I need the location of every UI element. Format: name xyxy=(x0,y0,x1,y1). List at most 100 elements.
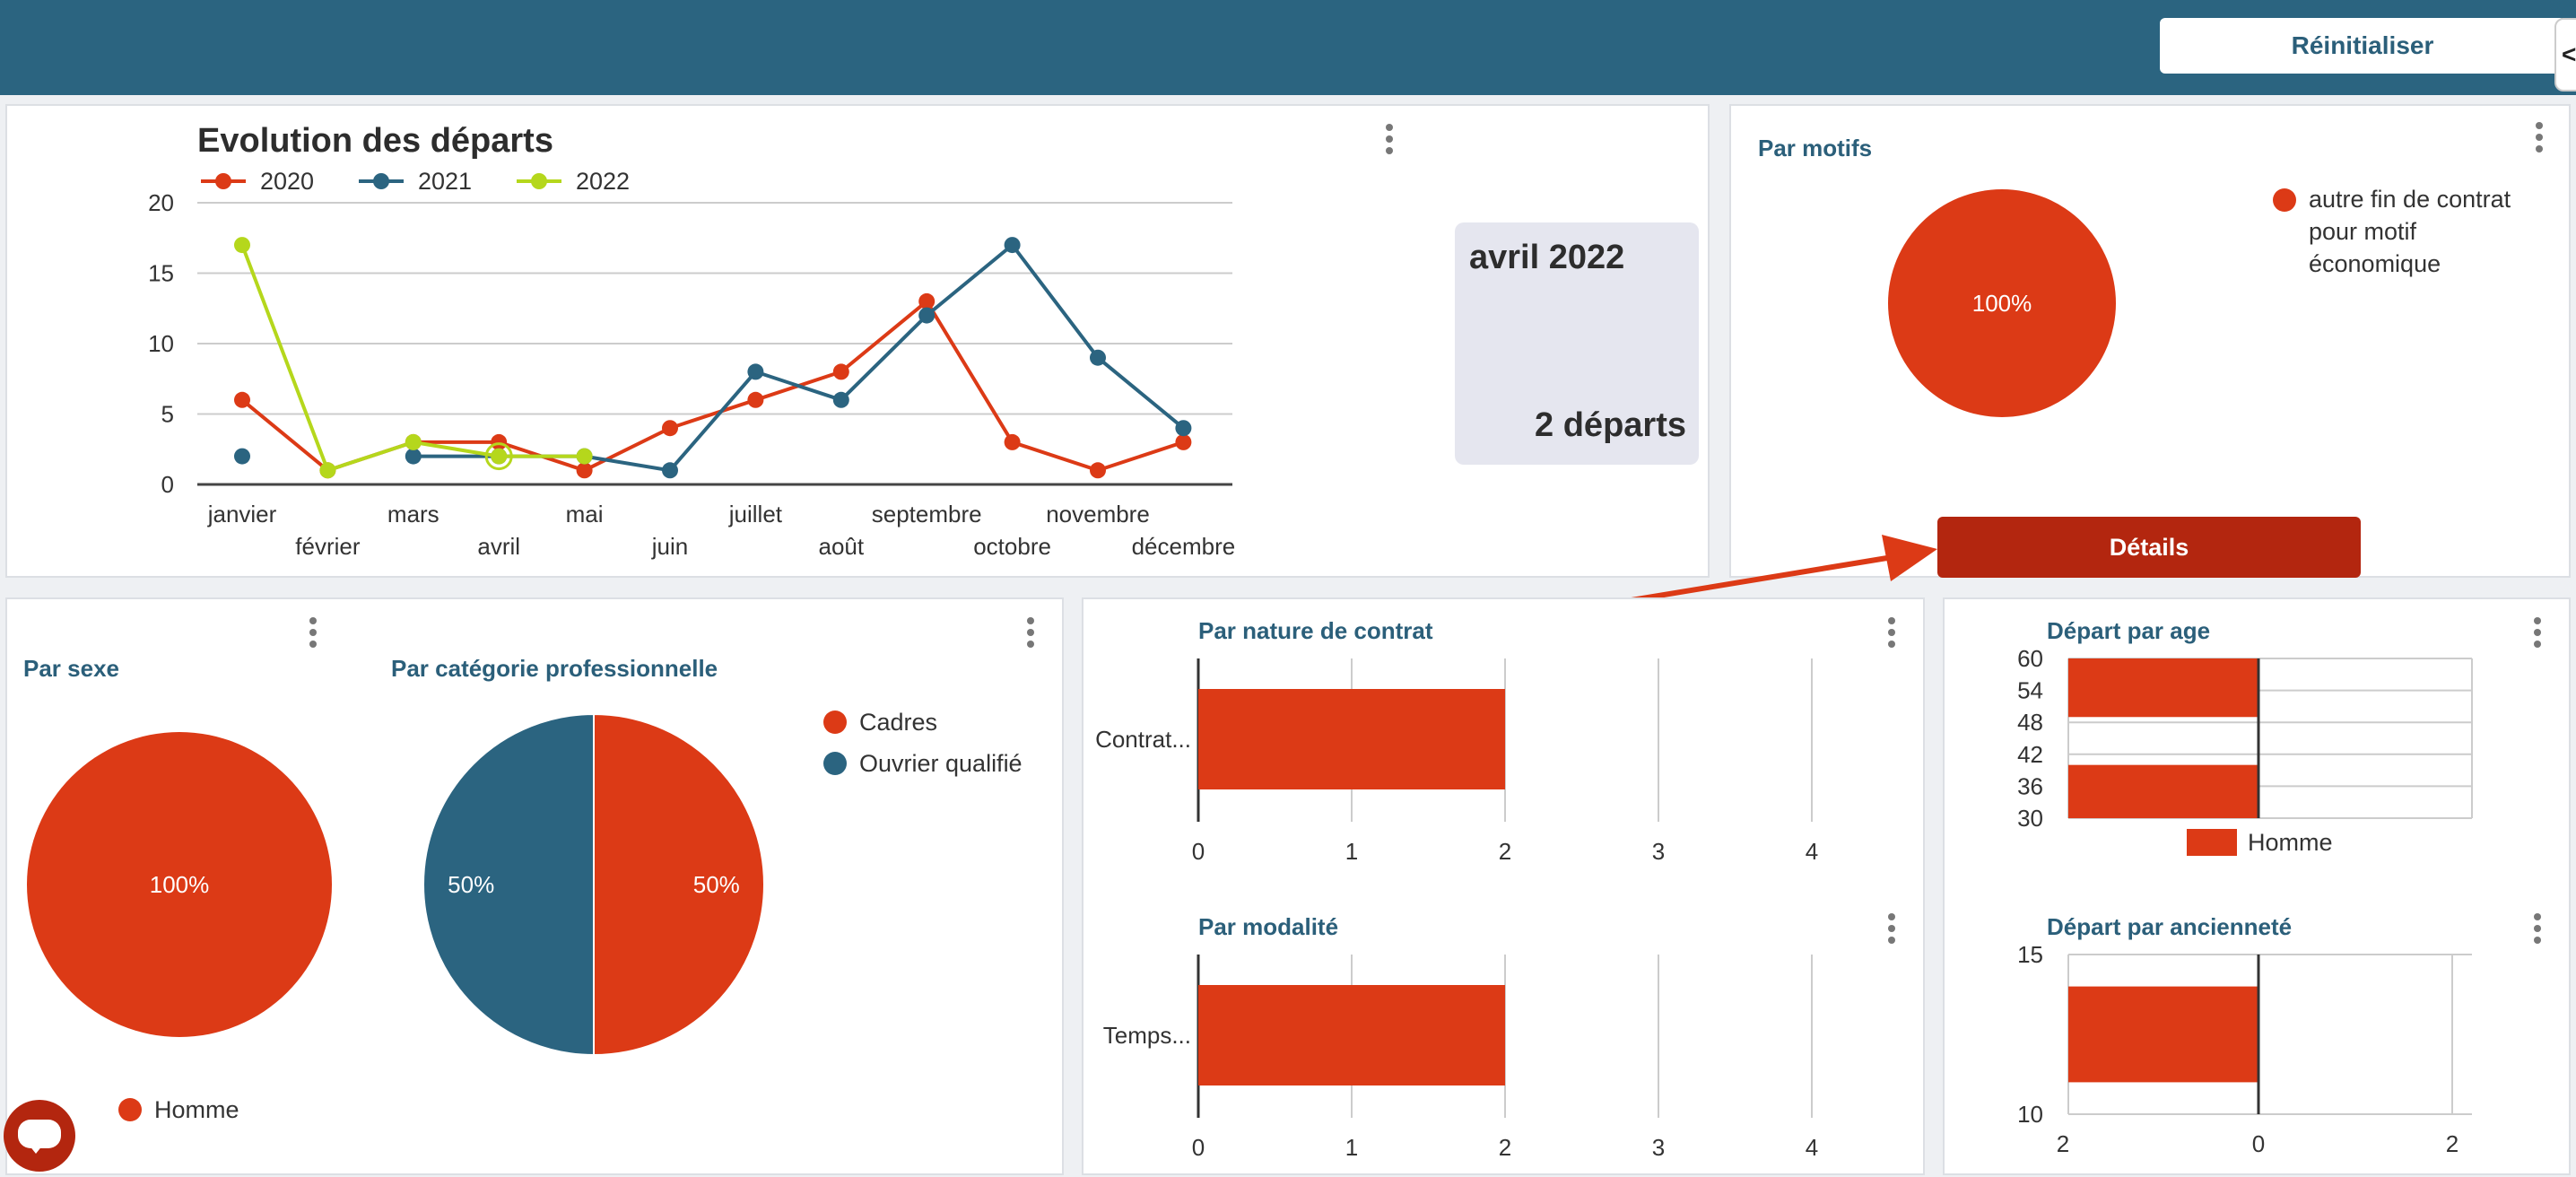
categorie-pie-slice-label: 50% xyxy=(448,871,494,898)
categorie-legend-label-ouvrier: Ouvrier qualifié xyxy=(859,750,1023,777)
evolution-x-tick: juin xyxy=(651,533,688,560)
anciennete-title: Départ par ancienneté xyxy=(2047,913,2293,940)
evolution-legend-marker-2021 xyxy=(373,173,389,189)
evolution-more-vert-icon[interactable] xyxy=(1385,124,1394,154)
motifs-more-vert-icon[interactable] xyxy=(2535,122,2544,153)
evolution-x-tick: décembre xyxy=(1132,533,1236,560)
categorie-legend-item-cadres[interactable]: Cadres xyxy=(823,709,937,737)
evolution-point-2021 xyxy=(662,462,678,479)
categorie-pie-slice xyxy=(593,712,765,1057)
nature-x-tick: 0 xyxy=(1192,838,1205,865)
chat-bubble-tail xyxy=(29,1145,43,1154)
evolution-x-tick: juillet xyxy=(728,501,783,527)
categorie-more-vert-icon[interactable] xyxy=(1026,617,1035,648)
evolution-point-2021 xyxy=(1090,349,1106,366)
anciennete-x-tick: 2 xyxy=(2057,1130,2069,1157)
age-bar xyxy=(2068,764,2258,818)
anciennete-y-tick: 15 xyxy=(2017,941,2043,968)
motifs-title: Par motifs xyxy=(1758,135,1873,161)
evolution-point-2022 xyxy=(576,448,593,465)
evolution-y-tick: 15 xyxy=(148,260,174,287)
evolution-x-tick: septembre xyxy=(872,501,982,527)
chat-icon[interactable] xyxy=(4,1100,75,1172)
nature-x-tick: 2 xyxy=(1499,838,1511,865)
motifs-pie-slice-label: 100% xyxy=(1972,290,2032,317)
age-y-tick: 48 xyxy=(2017,709,2043,736)
top-header-bar xyxy=(0,0,2576,95)
motifs-legend-swatch xyxy=(2273,188,2296,212)
nature-x-tick: 1 xyxy=(1345,838,1358,865)
motifs-card: Par motifs 100% autre fin de contrat pou… xyxy=(1729,104,2571,578)
modalite-category-label: Temps... xyxy=(1103,1022,1191,1049)
evolution-point-2020 xyxy=(1004,433,1021,450)
sexe-categorie-card: Par sexe Par catégorie professionnelle 1… xyxy=(5,597,1064,1175)
evolution-point-2021 xyxy=(747,363,764,380)
evolution-y-tick: 5 xyxy=(161,401,174,428)
evolution-legend-marker-2020 xyxy=(215,173,231,189)
reset-button[interactable]: Réinitialiser xyxy=(2160,18,2565,74)
categorie-legend-item-ouvrier[interactable]: Ouvrier qualifié xyxy=(823,750,1023,778)
categorie-legend-label-cadres: Cadres xyxy=(859,709,938,736)
evolution-point-2021 xyxy=(405,448,422,465)
categorie-legend-swatch-ouvrier xyxy=(823,752,847,775)
selected-month: avril 2022 xyxy=(1469,239,1625,276)
modalite-x-tick: 3 xyxy=(1652,1134,1665,1161)
evolution-point-2022 xyxy=(405,433,422,450)
modalite-x-tick: 0 xyxy=(1192,1134,1205,1161)
evolution-x-tick: mai xyxy=(566,501,604,527)
sexe-legend-swatch xyxy=(118,1098,142,1121)
motifs-pie-slice xyxy=(1888,189,2116,417)
evolution-point-2020 xyxy=(918,292,936,310)
evolution-x-tick: août xyxy=(818,533,864,560)
age-legend-swatch xyxy=(2187,829,2237,856)
sexe-legend-label: Homme xyxy=(154,1096,239,1123)
motifs-legend-label: autre fin de contrat pour motif économiq… xyxy=(2309,186,2511,277)
sexe-legend-item[interactable]: Homme xyxy=(118,1096,239,1124)
age-legend-item[interactable]: Homme xyxy=(2187,829,2333,857)
evolution-point-2020 xyxy=(1175,433,1192,450)
anciennete-more-vert-icon[interactable] xyxy=(2533,913,2542,944)
evolution-point-2021 xyxy=(234,448,250,465)
modalite-title: Par modalité xyxy=(1198,913,1339,940)
evolution-point-2020 xyxy=(234,391,250,408)
categorie-title: Par catégorie professionnelle xyxy=(391,655,718,682)
age-y-tick: 60 xyxy=(2017,645,2043,672)
age-y-tick: 54 xyxy=(2017,677,2043,704)
evolution-legend-label: 2021 xyxy=(418,168,472,195)
evolution-point-2021 xyxy=(832,391,849,408)
sexe-categorie-pie-charts: 100% 50% 50% xyxy=(27,712,765,1057)
evolution-series-line-2021 xyxy=(413,242,1185,473)
age-more-vert-icon[interactable] xyxy=(2533,617,2542,648)
modalite-x-tick: 1 xyxy=(1345,1134,1358,1161)
age-y-tick: 42 xyxy=(2017,741,2043,768)
evolution-point-2020 xyxy=(491,433,508,450)
age-bar xyxy=(2068,658,2258,718)
sexe-pie-slice-label: 100% xyxy=(150,871,210,898)
sexe-more-vert-icon[interactable] xyxy=(309,617,318,648)
evolution-x-tick: novembre xyxy=(1046,501,1150,527)
evolution-point-2022 xyxy=(234,237,250,254)
evolution-x-tick: octobre xyxy=(973,533,1051,560)
evolution-legend-label: 2020 xyxy=(260,168,314,195)
details-button[interactable]: Détails xyxy=(1937,517,2361,578)
age-title: Départ par age xyxy=(2047,617,2211,644)
evolution-point-2021 xyxy=(918,307,936,324)
evolution-x-tick: mars xyxy=(387,501,439,527)
evolution-card: Evolution des départs 0 5 10 15 20 janvier fév… xyxy=(5,104,1710,578)
collapse-panel-button[interactable]: < xyxy=(2554,18,2576,92)
nature-more-vert-icon[interactable] xyxy=(1887,617,1896,648)
age-anciennete-card: Départ par age Départ par ancienneté 60 5… xyxy=(1943,597,2571,1175)
nature-x-tick: 3 xyxy=(1652,838,1665,865)
sexe-title: Par sexe xyxy=(23,655,119,682)
evolution-point-2020 xyxy=(576,462,593,479)
sexe-pie-slice xyxy=(27,732,332,1037)
evolution-point-2022 xyxy=(491,448,508,465)
nature-modalite-card: Par nature de contrat Par modalité 0 1 2 3 4… xyxy=(1082,597,1925,1175)
evolution-point-2020 xyxy=(662,420,678,437)
motifs-pie-chart: 100% xyxy=(1888,189,2116,417)
anciennete-x-tick: 0 xyxy=(2252,1130,2265,1157)
modalite-more-vert-icon[interactable] xyxy=(1887,913,1896,944)
age-y-tick: 30 xyxy=(2017,805,2043,832)
anciennete-x-tick: 2 xyxy=(2446,1130,2459,1157)
motifs-legend-item[interactable]: autre fin de contrat pour motif économiq… xyxy=(2273,183,2551,280)
